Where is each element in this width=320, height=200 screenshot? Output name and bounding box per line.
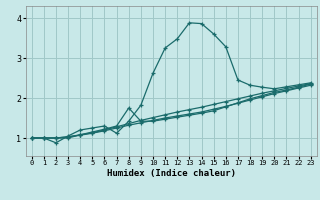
X-axis label: Humidex (Indice chaleur): Humidex (Indice chaleur)	[107, 169, 236, 178]
